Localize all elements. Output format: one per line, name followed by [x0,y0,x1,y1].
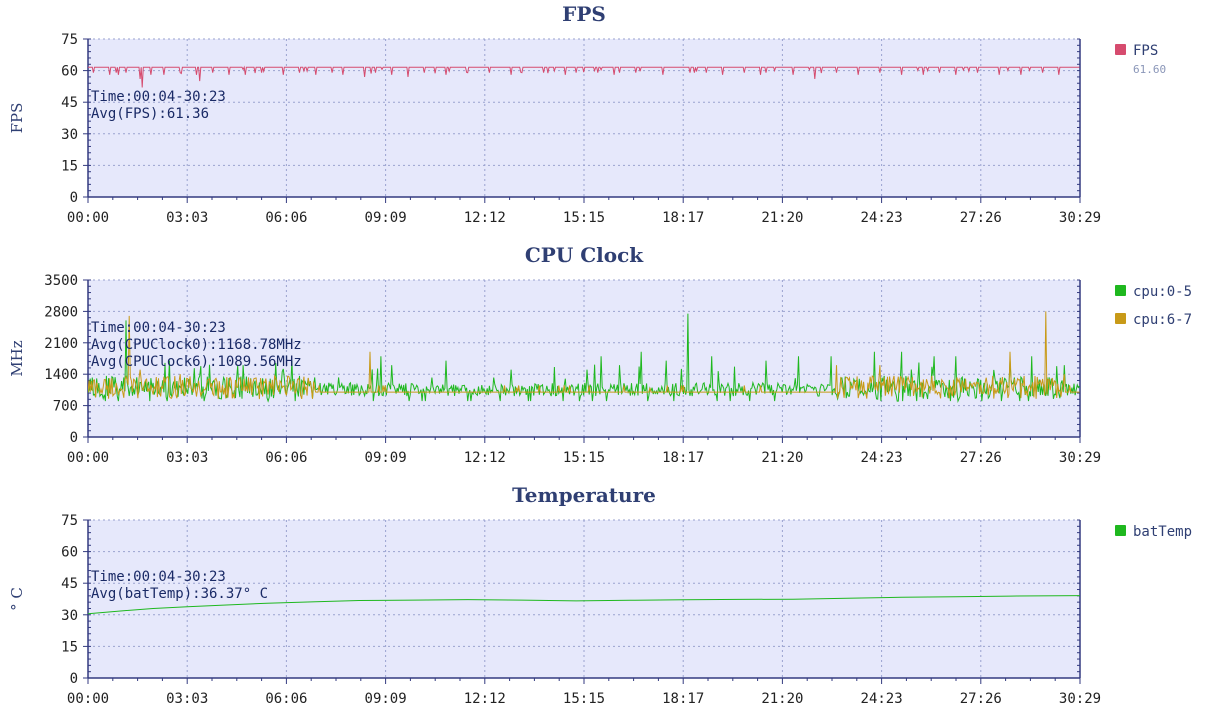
x-tick-label: 03:03 [166,691,208,707]
y-tick-label: 0 [70,430,78,446]
x-tick-label: 12:12 [464,450,506,466]
x-tick-label: 30:29 [1059,691,1101,707]
annotation-text: Avg(CPUClock0):1168.78MHz [91,337,302,353]
y-axis-label: MHz [8,340,26,376]
x-tick-label: 09:09 [365,450,407,466]
legend-swatch [1115,525,1126,536]
legend-swatch [1115,44,1126,55]
x-tick-label: 18:17 [662,691,704,707]
y-tick-label: 0 [70,190,78,206]
y-tick-label: 75 [61,32,78,48]
chart-0: 0 15 30 45 60 75 00:00 03:03 06:06 09:09 12:12 15:1… [8,2,1166,226]
annotation-text: Time:00:04-30:23 [91,89,226,105]
legend-label: batTemp [1133,524,1192,540]
x-tick-label: 06:06 [265,691,307,707]
x-tick-label: 27:26 [960,210,1002,226]
x-tick-label: 09:09 [365,210,407,226]
y-tick-label: 0 [70,671,78,687]
x-tick-label: 03:03 [166,210,208,226]
annotation-text: Avg(CPUClock6):1089.56MHz [91,354,302,370]
x-tick-label: 00:00 [67,691,109,707]
y-tick-label: 30 [61,608,78,624]
x-tick-label: 30:29 [1059,210,1101,226]
y-tick-label: 30 [61,127,78,143]
x-tick-label: 18:17 [662,210,704,226]
legend-label: cpu:6-7 [1133,312,1192,328]
x-tick-label: 24:23 [861,450,903,466]
x-tick-label: 00:00 [67,450,109,466]
chart-title: FPS [562,2,606,26]
x-tick-label: 24:23 [861,691,903,707]
annotation-text: Time:00:04-30:23 [91,320,226,336]
x-tick-label: 15:15 [563,450,605,466]
legend-label: FPS [1133,43,1158,59]
y-tick-label: 45 [61,95,78,111]
y-axis-label: ° C [8,587,26,611]
y-tick-label: 45 [61,576,78,592]
series-line-cpu-0-5 [88,313,1080,403]
y-tick-label: 15 [61,158,78,174]
x-tick-label: 30:29 [1059,450,1101,466]
chart-1: 0 700 1400 2100 2800 3500 00:00 03:03 06:06 09:09… [8,243,1192,466]
x-tick-label: 09:09 [365,691,407,707]
y-tick-label: 700 [53,399,78,415]
x-tick-label: 27:26 [960,691,1002,707]
x-tick-label: 21:20 [761,210,803,226]
x-tick-label: 15:15 [563,210,605,226]
x-tick-label: 15:15 [563,691,605,707]
y-tick-label: 2800 [44,304,78,320]
x-tick-label: 03:03 [166,450,208,466]
y-tick-label: 60 [61,545,78,561]
series-line-fps [88,65,1080,88]
x-tick-label: 27:26 [960,450,1002,466]
y-axis-label: FPS [8,103,26,134]
legend-label: cpu:0-5 [1133,284,1192,300]
x-tick-label: 18:17 [662,450,704,466]
y-tick-label: 15 [61,639,78,655]
x-tick-label: 21:20 [761,450,803,466]
x-tick-label: 21:20 [761,691,803,707]
x-tick-label: 24:23 [861,210,903,226]
chart-2: 0 15 30 45 60 75 00:00 03:03 06:06 09:09 12:12 15:1… [8,483,1192,707]
x-tick-label: 00:00 [67,210,109,226]
chart-title: Temperature [512,483,656,507]
legend-swatch [1115,285,1126,296]
y-tick-label: 3500 [44,273,78,289]
y-tick-label: 2100 [44,336,78,352]
plot-area [88,39,1080,197]
x-tick-label: 06:06 [265,210,307,226]
series-line-battemp [88,595,1080,615]
y-tick-label: 75 [61,513,78,529]
annotation-text: Avg(batTemp):36.37° C [91,586,268,602]
annotation-text: Time:00:04-30:23 [91,569,226,585]
x-tick-label: 12:12 [464,691,506,707]
chart-title: CPU Clock [525,243,644,267]
y-tick-label: 1400 [44,367,78,383]
x-tick-label: 12:12 [464,210,506,226]
annotation-text: Avg(FPS):61.36 [91,106,209,122]
legend-value: 61.60 [1133,63,1166,76]
series-line-cpu-6-7 [88,311,1080,400]
y-tick-label: 60 [61,64,78,80]
x-tick-label: 06:06 [265,450,307,466]
legend-swatch [1115,313,1126,324]
